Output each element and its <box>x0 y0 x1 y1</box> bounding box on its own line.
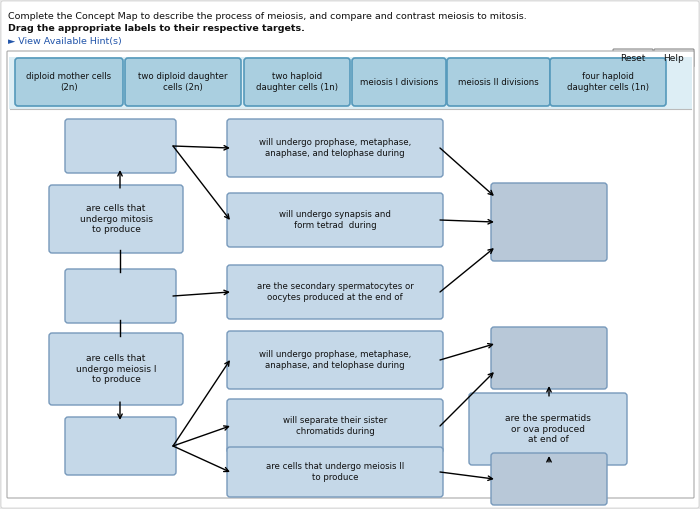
Text: will undergo prophase, metaphase,
anaphase, and telophase during: will undergo prophase, metaphase, anapha… <box>259 350 411 370</box>
Text: ► View Available Hint(s): ► View Available Hint(s) <box>8 37 122 46</box>
Text: Drag the appropriate labels to their respective targets.: Drag the appropriate labels to their res… <box>8 24 305 33</box>
Text: Help: Help <box>664 53 685 63</box>
FancyBboxPatch shape <box>491 327 607 389</box>
FancyBboxPatch shape <box>125 58 241 106</box>
Text: Complete the Concept Map to describe the process of meiosis, and compare and con: Complete the Concept Map to describe the… <box>8 12 526 21</box>
FancyBboxPatch shape <box>227 119 443 177</box>
FancyBboxPatch shape <box>227 447 443 497</box>
FancyBboxPatch shape <box>49 333 183 405</box>
FancyBboxPatch shape <box>227 399 443 453</box>
FancyBboxPatch shape <box>7 51 694 498</box>
Text: two diploid daughter
cells (2n): two diploid daughter cells (2n) <box>139 72 228 92</box>
FancyBboxPatch shape <box>244 58 350 106</box>
FancyBboxPatch shape <box>15 58 123 106</box>
FancyBboxPatch shape <box>469 393 627 465</box>
FancyBboxPatch shape <box>613 49 653 67</box>
FancyBboxPatch shape <box>9 57 692 109</box>
FancyBboxPatch shape <box>227 331 443 389</box>
FancyBboxPatch shape <box>227 265 443 319</box>
Text: four haploid
daughter cells (1n): four haploid daughter cells (1n) <box>567 72 649 92</box>
FancyBboxPatch shape <box>65 119 176 173</box>
FancyBboxPatch shape <box>550 58 666 106</box>
Text: diploid mother cells
(2n): diploid mother cells (2n) <box>27 72 111 92</box>
Text: will undergo prophase, metaphase,
anaphase, and telophase during: will undergo prophase, metaphase, anapha… <box>259 138 411 158</box>
Text: will undergo synapsis and
form tetrad  during: will undergo synapsis and form tetrad du… <box>279 210 391 230</box>
FancyBboxPatch shape <box>65 417 176 475</box>
Text: Reset: Reset <box>620 53 645 63</box>
FancyBboxPatch shape <box>491 453 607 505</box>
FancyBboxPatch shape <box>49 185 183 253</box>
FancyBboxPatch shape <box>447 58 550 106</box>
Text: are cells that
undergo meiosis I
to produce: are cells that undergo meiosis I to prod… <box>76 354 156 384</box>
Text: two haploid
daughter cells (1n): two haploid daughter cells (1n) <box>256 72 338 92</box>
Text: are cells that undergo meiosis II
to produce: are cells that undergo meiosis II to pro… <box>266 462 404 482</box>
FancyBboxPatch shape <box>491 183 607 261</box>
Text: are the secondary spermatocytes or
oocytes produced at the end of: are the secondary spermatocytes or oocyt… <box>257 282 414 302</box>
FancyBboxPatch shape <box>227 193 443 247</box>
FancyBboxPatch shape <box>65 269 176 323</box>
FancyBboxPatch shape <box>654 49 694 67</box>
FancyBboxPatch shape <box>352 58 446 106</box>
Text: are cells that
undergo mitosis
to produce: are cells that undergo mitosis to produc… <box>80 204 153 234</box>
Text: meiosis II divisions: meiosis II divisions <box>458 77 539 87</box>
Text: will separate their sister
chromatids during: will separate their sister chromatids du… <box>283 416 387 436</box>
Text: are the spermatids
or ova produced
at end of: are the spermatids or ova produced at en… <box>505 414 591 444</box>
Text: meiosis I divisions: meiosis I divisions <box>360 77 438 87</box>
